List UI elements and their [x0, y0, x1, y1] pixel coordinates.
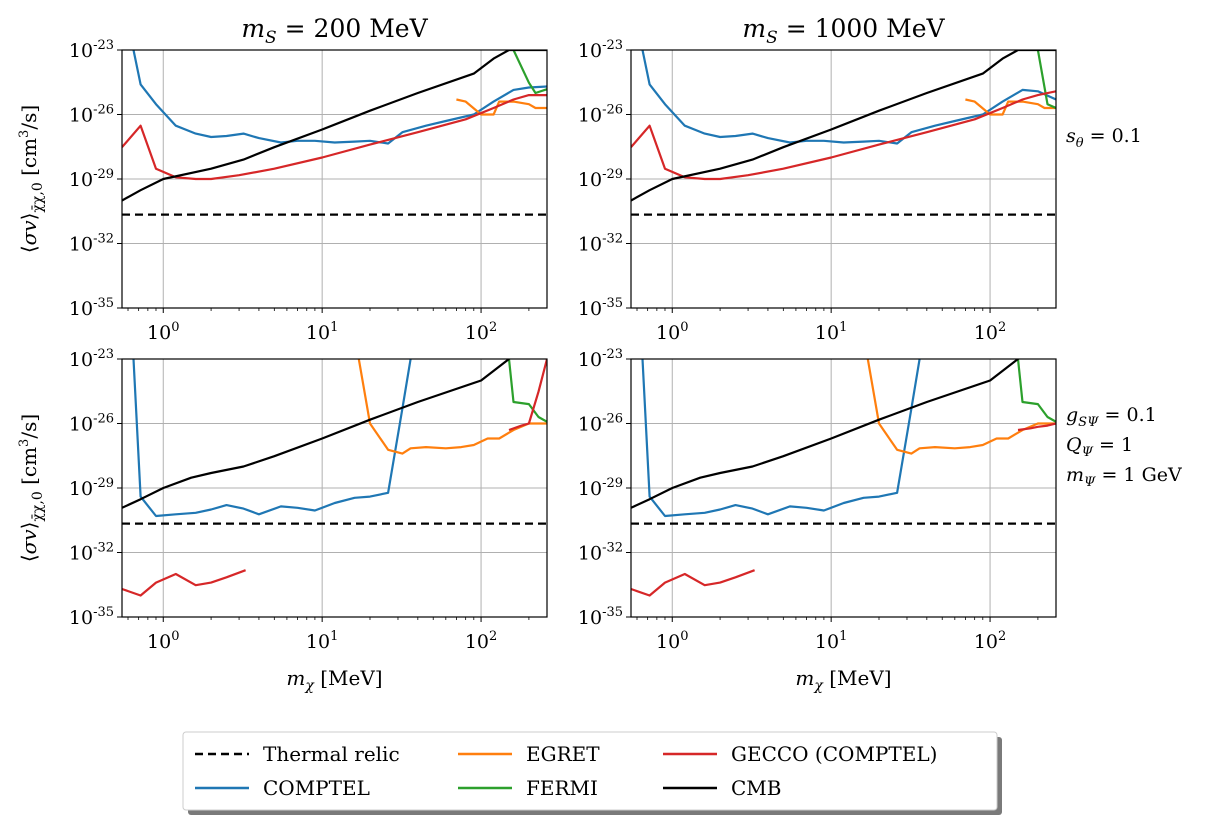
axes-frame	[630, 49, 1057, 309]
x-tick-label: 102	[465, 320, 497, 344]
y-tick-label: 10-29	[578, 167, 623, 191]
panel-title: mS = 200 MeV	[241, 14, 428, 48]
legend-label: Thermal relic	[263, 742, 400, 766]
y-tick-label: 10-29	[578, 476, 623, 500]
axes-frame	[630, 358, 1057, 618]
axes-frame	[121, 49, 548, 309]
x-tick-label: 100	[656, 320, 688, 344]
y-tick-label: 10-23	[578, 38, 623, 62]
y-tick-label: 10-23	[69, 347, 114, 371]
x-tick-label: 102	[974, 629, 1006, 653]
x-tick-label: 101	[306, 320, 338, 344]
y-tick-label: 10-35	[69, 296, 114, 320]
series-cmb	[631, 50, 1056, 202]
series-cmb	[122, 50, 547, 202]
svg-text:⟨σv⟩χ̄χ,0 [cm3/s]: ⟨σv⟩χ̄χ,0 [cm3/s]	[17, 414, 46, 562]
legend-label: COMPTEL	[263, 776, 370, 800]
y-tick-label: 10-35	[578, 605, 623, 629]
series-cmb	[122, 359, 510, 509]
x-tick-label: 101	[306, 629, 338, 653]
series-fermi	[1016, 359, 1056, 423]
series-fermi	[512, 50, 547, 95]
y-tick-label: 10-26	[69, 103, 114, 127]
series-comptel	[641, 359, 921, 518]
x-tick-label: 102	[974, 320, 1006, 344]
y-tick-label: 10-23	[578, 347, 623, 371]
side-label-top: sθ = 0.1	[1066, 125, 1142, 151]
panel-3: 10-35 10-32 10-29 10-26 10-23 100 101 102 ⟨σv⟩χ̄…	[17, 347, 548, 694]
series-comptel	[132, 359, 412, 518]
panel-title: mS = 1000 MeV	[742, 14, 945, 48]
x-tick-label: 100	[147, 629, 179, 653]
axes-frame	[121, 358, 548, 618]
panel-1: 10-35 10-32 10-29 10-26 10-23 100 101 102 mS = 2…	[17, 14, 548, 344]
series-egret	[866, 359, 1056, 455]
side-label-bottom-3: mΨ = 1 GeV	[1066, 464, 1182, 490]
series-gecco-comptel	[631, 90, 1056, 181]
x-tick-label: 101	[815, 629, 847, 653]
legend: Thermal relic COMPTEL EGRET FERMI GECCO (COM…	[182, 731, 1002, 815]
y-tick-label: 10-32	[578, 541, 623, 565]
series-cmb	[631, 359, 1019, 509]
y-tick-label: 10-35	[578, 296, 623, 320]
series-fermi	[507, 359, 547, 423]
legend-box	[182, 731, 998, 811]
y-tick-label: 10-23	[69, 38, 114, 62]
y-tick-label: 10-26	[69, 412, 114, 436]
series-fermi	[1036, 50, 1056, 110]
side-label-bottom-1: gSΨ = 0.1	[1066, 404, 1157, 430]
series-egret	[357, 359, 547, 455]
y-tick-label: 10-32	[69, 541, 114, 565]
panel-4: 10-35 10-32 10-29 10-26 10-23 100 101 102 mχ [Me…	[578, 347, 1057, 694]
x-axis-label: mχ [MeV]	[286, 666, 382, 694]
x-axis-label: mχ [MeV]	[795, 666, 891, 694]
y-tick-label: 10-26	[578, 412, 623, 436]
y-tick-label: 10-32	[69, 232, 114, 256]
legend-label: CMB	[731, 776, 781, 800]
series-gecco-comptel	[122, 93, 547, 181]
y-tick-label: 10-35	[69, 605, 114, 629]
svg-text:⟨σv⟩χ̄χ,0 [cm3/s]: ⟨σv⟩χ̄χ,0 [cm3/s]	[17, 105, 46, 253]
x-tick-label: 102	[465, 629, 497, 653]
y-tick-label: 10-29	[69, 167, 114, 191]
series-gecco-comptel	[122, 569, 246, 597]
legend-label: FERMI	[526, 776, 598, 800]
series-egret	[456, 98, 547, 116]
series-gecco-comptel	[1017, 422, 1056, 432]
y-axis-label: ⟨σv⟩χ̄χ,0 [cm3/s]	[17, 414, 46, 562]
x-tick-label: 100	[656, 629, 688, 653]
legend-label: EGRET	[526, 742, 600, 766]
series-egret	[965, 98, 1056, 116]
y-tick-label: 10-26	[578, 103, 623, 127]
legend-label: GECCO (COMPTEL)	[731, 742, 937, 766]
y-tick-label: 10-32	[578, 232, 623, 256]
series-gecco-comptel	[508, 359, 547, 432]
y-axis-label: ⟨σv⟩χ̄χ,0 [cm3/s]	[17, 105, 46, 253]
x-tick-label: 100	[147, 320, 179, 344]
side-label-bottom-2: QΨ = 1	[1066, 434, 1133, 460]
y-tick-label: 10-29	[69, 476, 114, 500]
x-tick-label: 101	[815, 320, 847, 344]
panel-2: 10-35 10-32 10-29 10-26 10-23 100 101 102 mS = 1…	[578, 14, 1057, 344]
series-gecco-comptel	[631, 569, 755, 597]
